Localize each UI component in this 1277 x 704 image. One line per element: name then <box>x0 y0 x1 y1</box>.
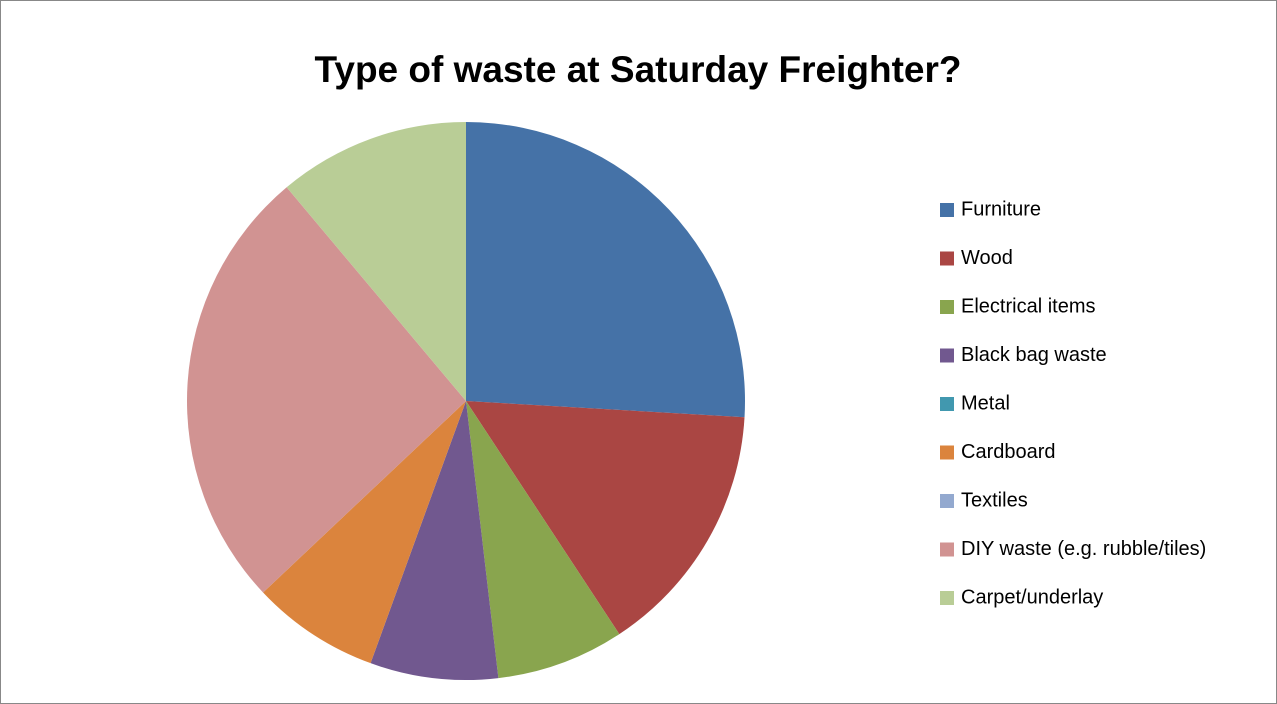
legend-label: Carpet/underlay <box>961 586 1103 608</box>
legend-swatch <box>940 494 954 508</box>
legend-label: Black bag waste <box>961 344 1107 366</box>
legend-label: Cardboard <box>961 441 1056 463</box>
legend-swatch <box>940 348 954 363</box>
pie-slice <box>263 401 466 664</box>
legend-label: DIY waste (e.g. rubble/tiles) <box>961 538 1206 560</box>
legend-label: Furniture <box>961 198 1041 220</box>
legend-swatch <box>940 251 954 266</box>
legend-label: Metal <box>961 392 1010 414</box>
pie-slice <box>186 187 466 593</box>
legend-swatch <box>940 542 954 557</box>
pie-slice <box>466 401 620 679</box>
pie-slice <box>370 401 499 681</box>
legend-swatch <box>940 397 954 411</box>
legend-label: Textiles <box>961 489 1028 511</box>
legend-swatch <box>940 591 954 605</box>
chart-title: Type of waste at Saturday Freighter? <box>315 49 962 90</box>
legend-swatch <box>940 445 954 460</box>
legend-label: Wood <box>961 247 1013 269</box>
pie-slice <box>466 122 745 418</box>
legend-swatch <box>940 300 954 314</box>
pie-slice <box>466 401 745 635</box>
legend-swatch <box>940 203 954 217</box>
legend-label: Electrical items <box>961 295 1095 317</box>
pie-slice <box>286 122 466 401</box>
